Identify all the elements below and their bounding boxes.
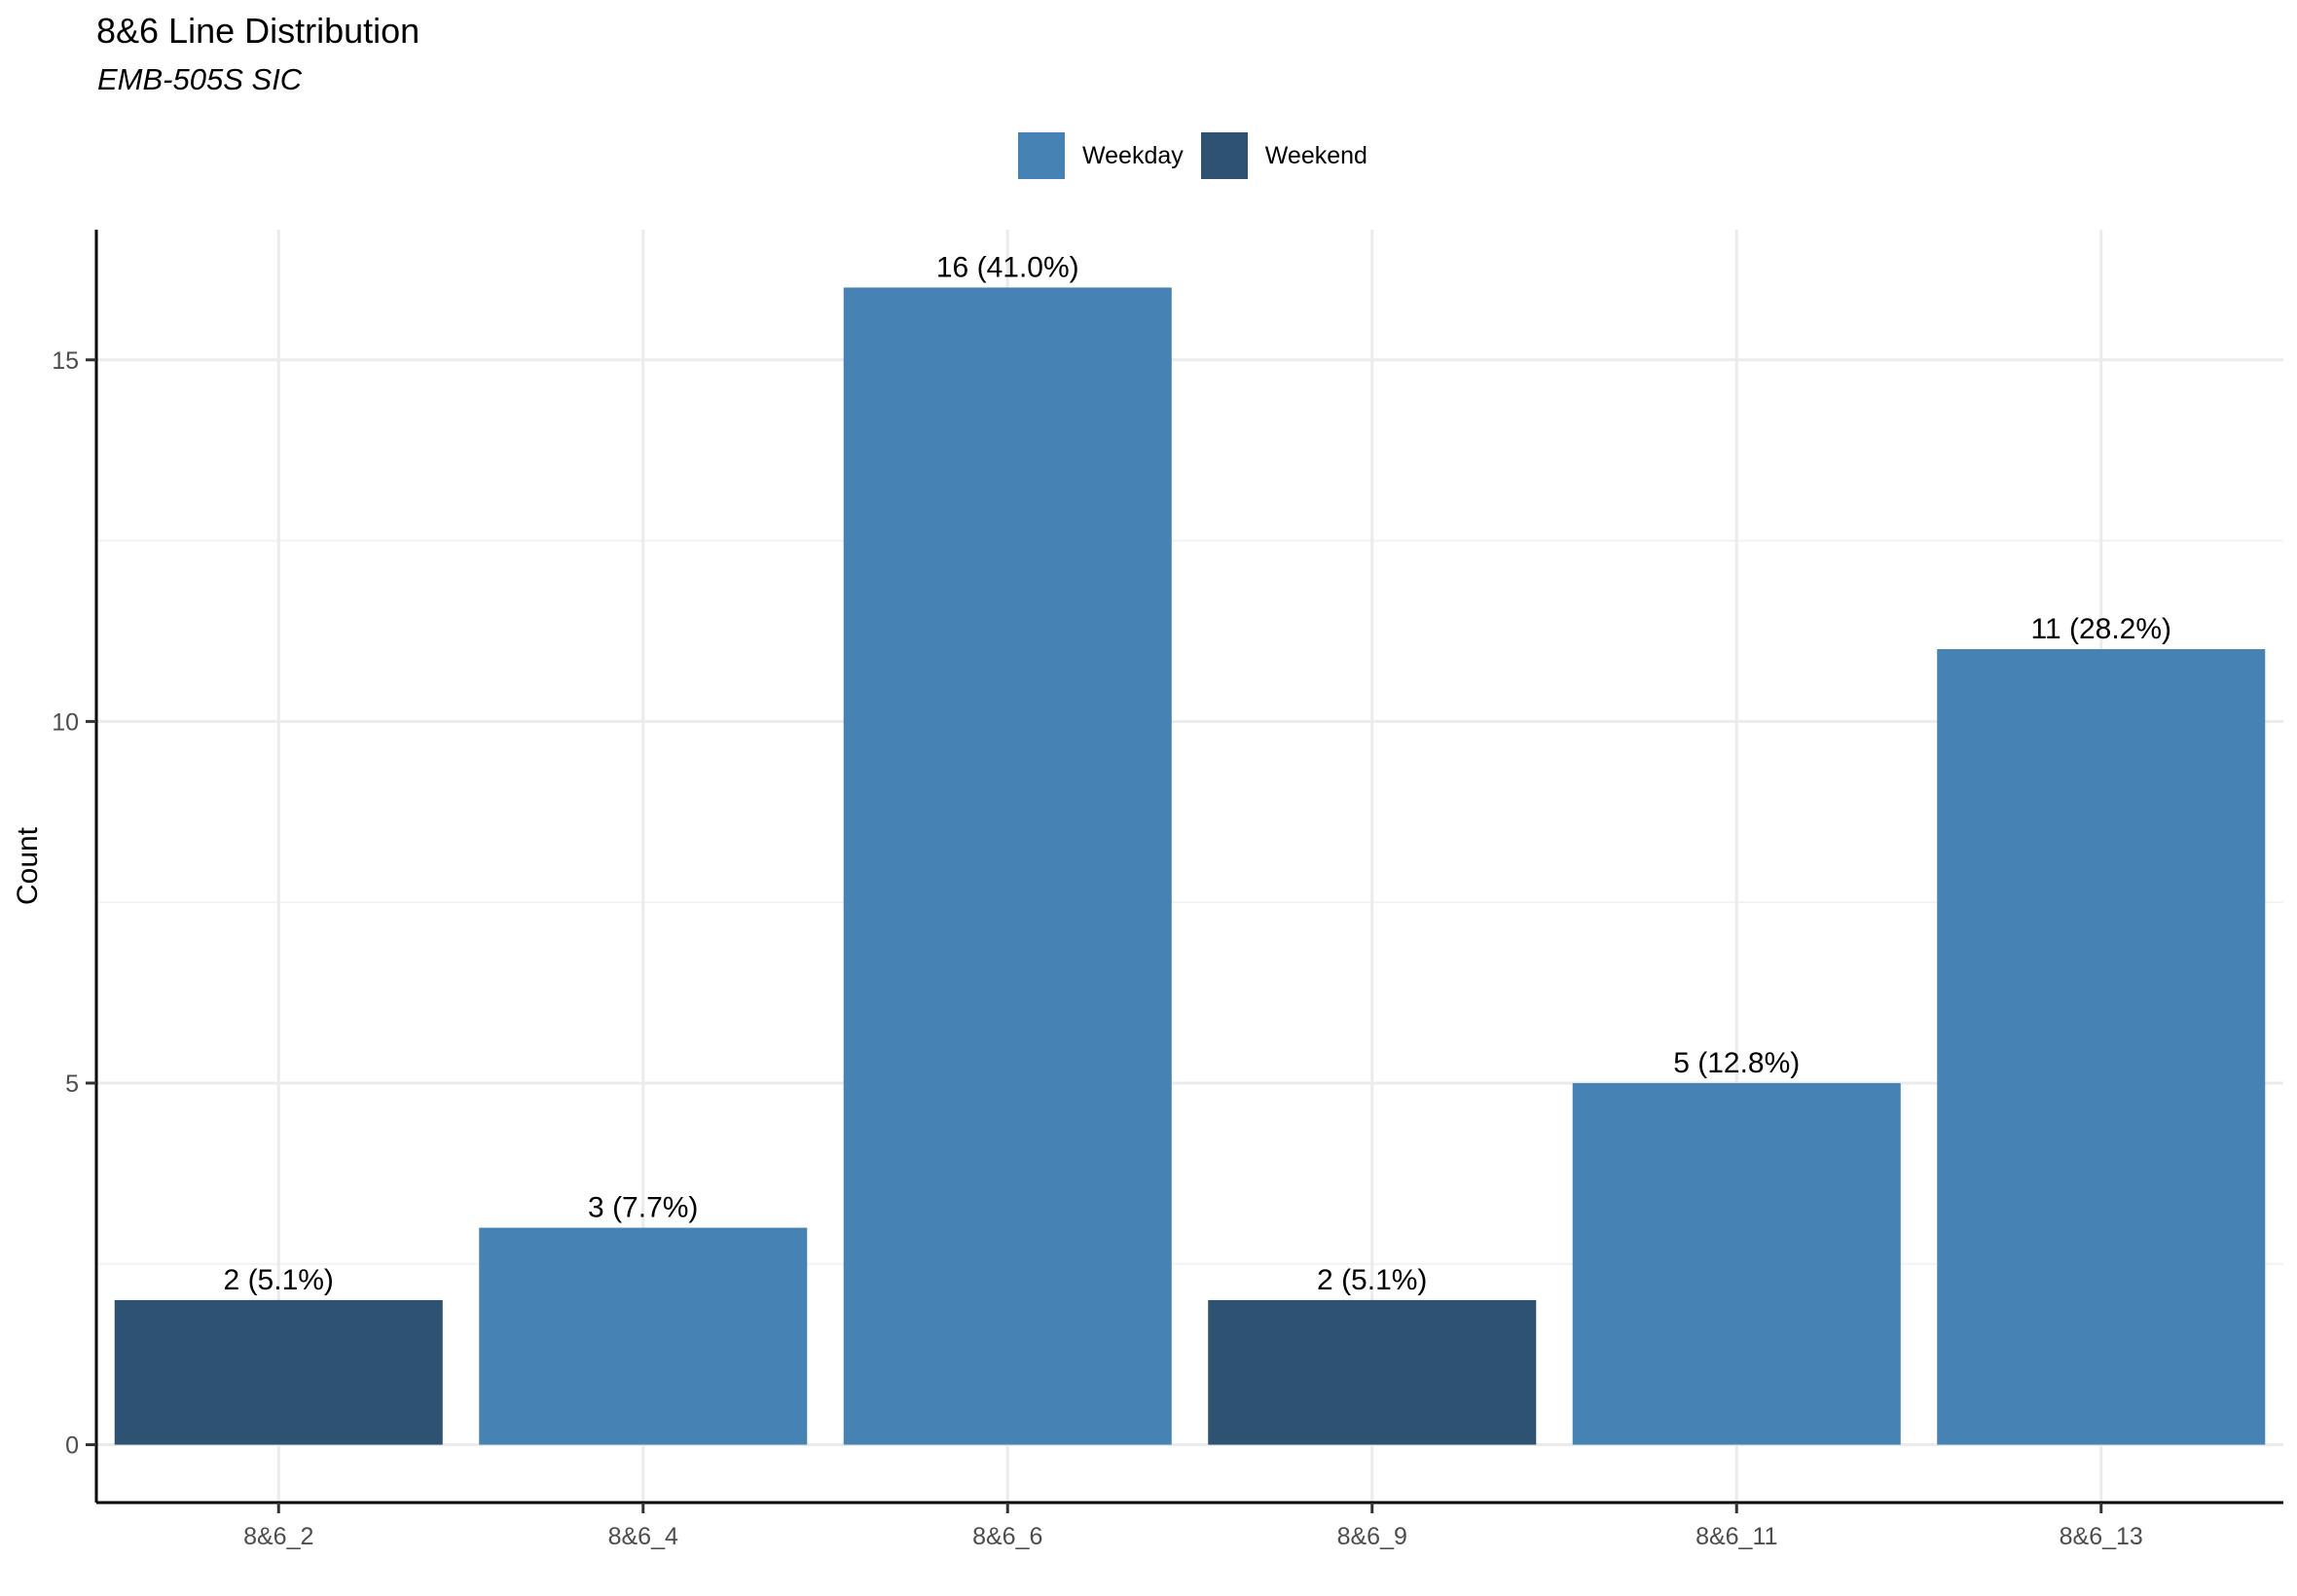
bar (114, 1299, 443, 1445)
legend-key-weekend (1200, 132, 1248, 179)
bar (1937, 649, 2266, 1445)
x-tick-label: 8&6_13 (2060, 1523, 2143, 1550)
legend: Weekday Weekend (1018, 132, 1385, 179)
bar (1208, 1299, 1537, 1445)
x-tick-label: 8&6_11 (1695, 1523, 1777, 1550)
y-tick-label: 10 (52, 708, 79, 736)
bar (1572, 1082, 1901, 1445)
data-label: 16 (41.0%) (936, 251, 1079, 283)
axis-layer: 0 5 10 15 8&6_2 8&6_4 8&6_6 8&6_9 8&6_11 8&6_13 (52, 230, 2283, 1550)
bar (843, 287, 1172, 1445)
y-tick-label: 5 (65, 1070, 79, 1098)
y-axis-label: Count (12, 826, 44, 905)
data-label: 11 (28.2%) (2030, 613, 2171, 645)
legend-label-weekend: Weekend (1264, 141, 1367, 169)
legend-label-weekday: Weekday (1082, 141, 1184, 169)
chart-subtitle: EMB-505S SIC (97, 62, 303, 96)
bar-layer (114, 287, 2266, 1445)
legend-item-weekend: Weekend (1200, 132, 1367, 179)
x-tick-label: 8&6_6 (972, 1523, 1042, 1550)
data-label: 3 (7.7%) (588, 1192, 698, 1224)
data-label: 5 (12.8%) (1673, 1047, 1800, 1079)
x-tick-label: 8&6_9 (1337, 1523, 1407, 1550)
legend-item-weekday: Weekday (1018, 132, 1184, 179)
legend-key-weekday (1018, 132, 1065, 179)
data-label: 2 (5.1%) (224, 1264, 334, 1296)
x-tick-label: 8&6_2 (243, 1523, 313, 1550)
y-tick-label: 0 (65, 1433, 79, 1460)
x-tick-label: 8&6_4 (608, 1523, 678, 1550)
y-tick-label: 15 (52, 347, 79, 375)
chart-title: 8&6 Line Distribution (96, 11, 420, 51)
data-label: 2 (5.1%) (1317, 1264, 1427, 1296)
bar (479, 1227, 808, 1445)
data-label-layer: 2 (5.1%) 3 (7.7%) 16 (41.0%) 2 (5.1%) 5 (12.… (224, 251, 2171, 1295)
